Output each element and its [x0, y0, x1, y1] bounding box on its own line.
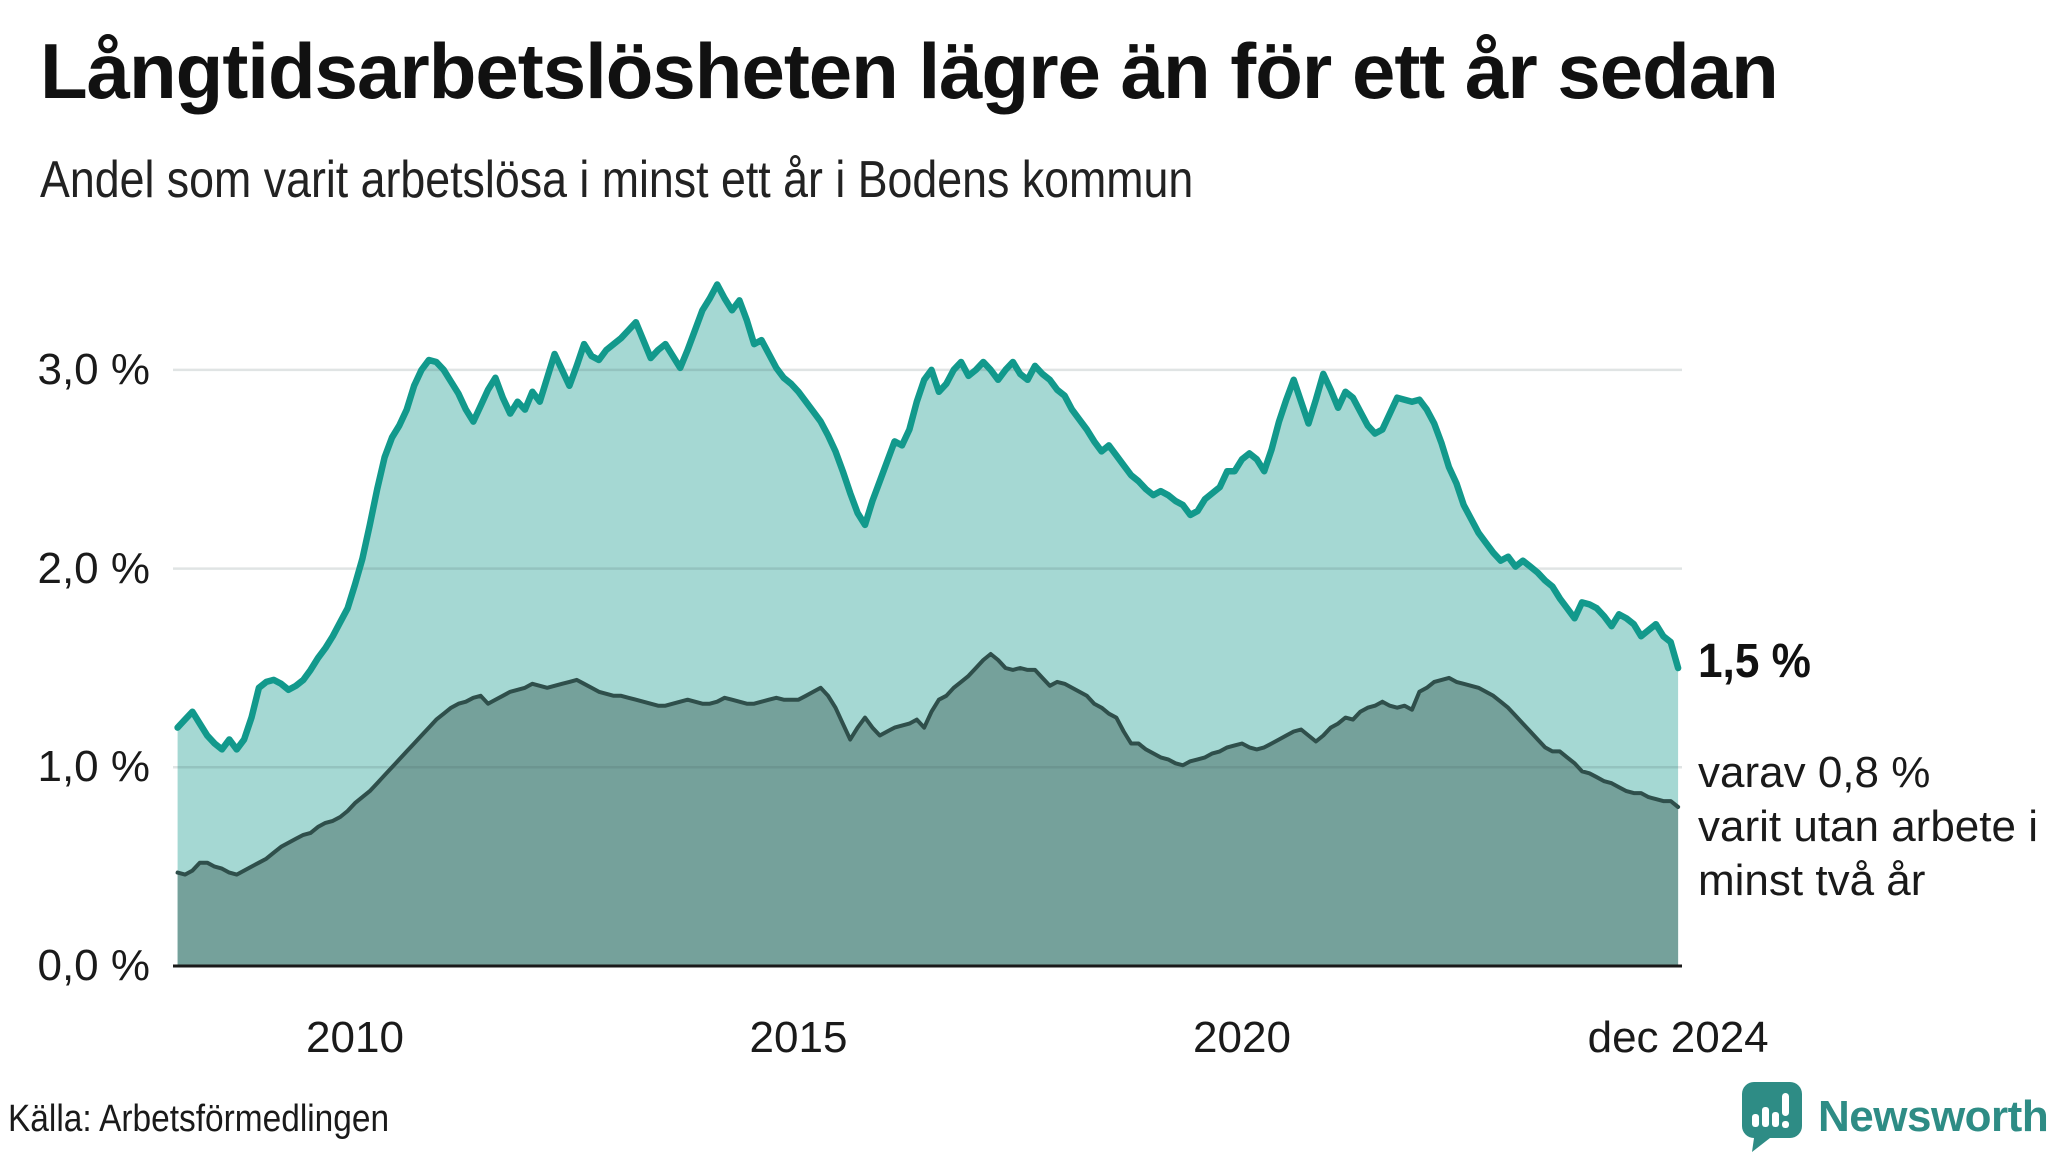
page-title: Långtidsarbetslösheten lägre än för ett … — [40, 27, 1779, 115]
y-tick-label: 1,0 % — [37, 742, 150, 792]
y-tick-label: 2,0 % — [37, 543, 150, 593]
x-tick-label: dec 2024 — [1587, 1013, 1769, 1062]
y-tick-label: 0,0 % — [37, 941, 150, 990]
y-tick-label: 3,0 % — [37, 344, 150, 394]
annotation-line-2: varit utan arbete i — [1698, 802, 2038, 851]
source-caption: Källa: Arbetsförmedlingen — [8, 1098, 390, 1140]
annotation-line-1: varav 0,8 % — [1698, 748, 1931, 797]
x-tick-label: 2020 — [1193, 1013, 1291, 1062]
series-line-total — [174, 281, 1682, 753]
newsworthy-logo-icon — [1742, 1082, 1802, 1152]
series-line-two-years — [175, 652, 1681, 877]
x-tick-label: 2015 — [749, 1013, 848, 1062]
latest-subvalue-annotation: varav 0,8 % varit utan arbete i minst tv… — [1698, 746, 2038, 908]
x-tick-label: 2010 — [306, 1013, 404, 1062]
annotation-line-3: minst två år — [1698, 856, 1926, 905]
brand-logo: Newsworthy — [1740, 1082, 2048, 1152]
chart-subtitle: Andel som varit arbetslösa i minst ett å… — [40, 151, 1194, 209]
brand-name: Newsworthy — [1818, 1092, 2048, 1141]
latest-value-label: 1,5 % — [1698, 635, 1811, 688]
